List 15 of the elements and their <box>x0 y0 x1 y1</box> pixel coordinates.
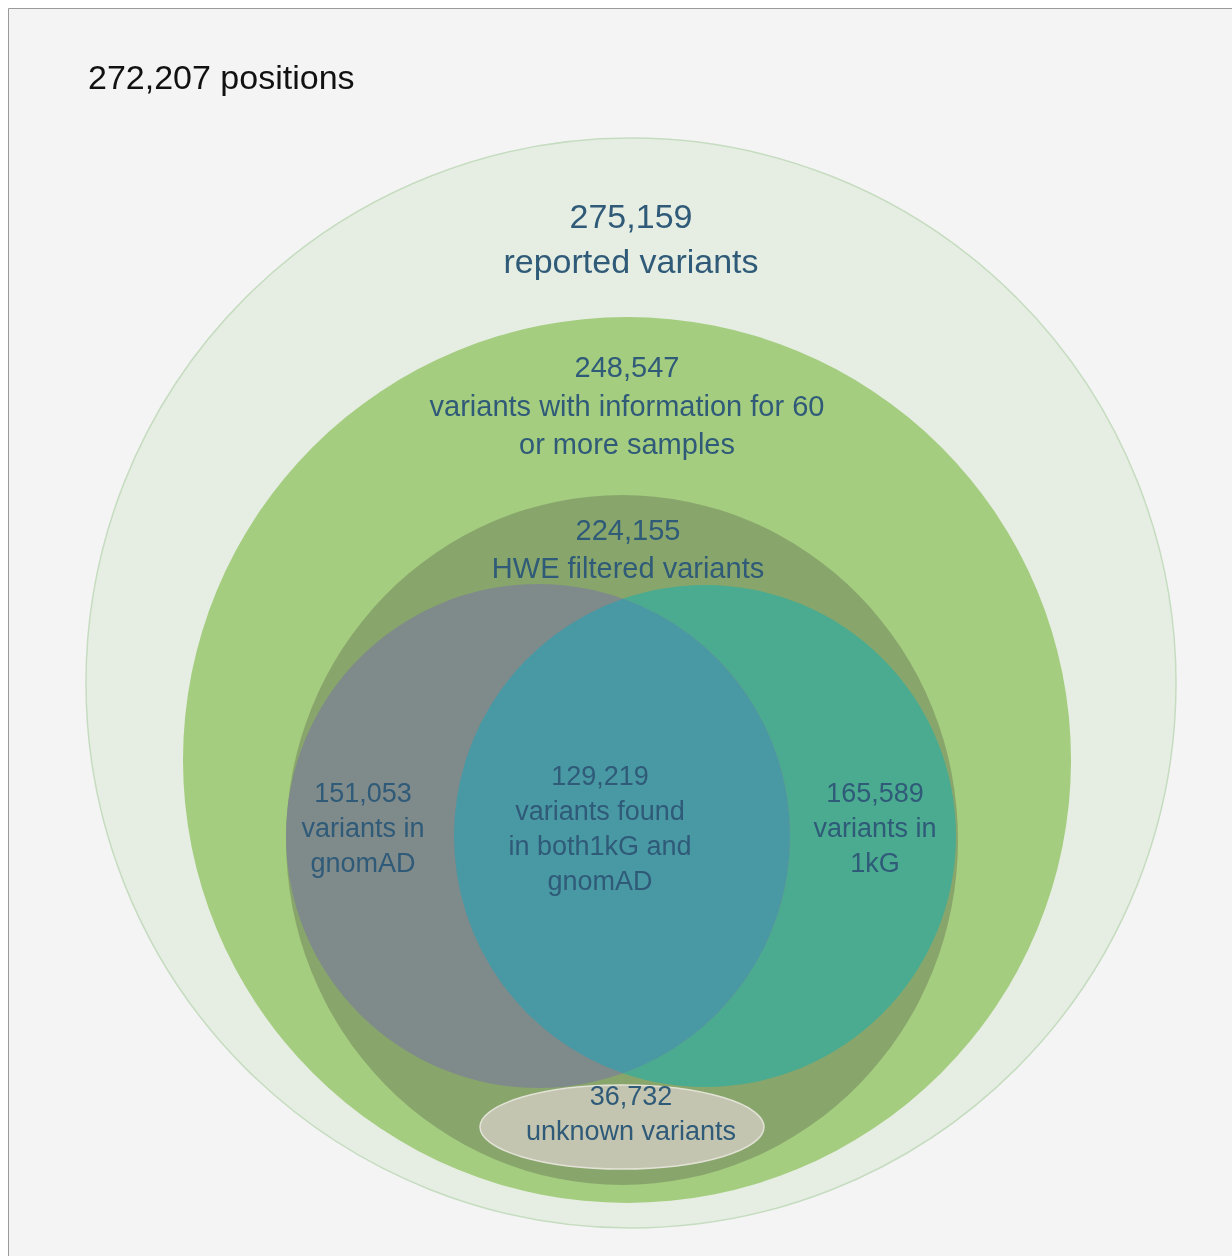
category-label: variants found in both1kG and gnomAD <box>508 796 692 897</box>
data-label: 36,732 <box>589 1081 673 1112</box>
category-label: variants in 1kG <box>813 813 937 879</box>
category-label: unknown variants <box>525 1116 737 1147</box>
category-label: reported variants <box>503 242 759 281</box>
data-label: 248,547 <box>574 351 680 383</box>
data-label: 151,053 <box>314 778 412 809</box>
data-label: 224,155 <box>575 514 681 546</box>
data-label: 165,589 <box>826 778 924 809</box>
data-label: 275,159 <box>569 197 693 236</box>
category-label: variants with information for 60 or more samples <box>429 389 825 460</box>
category-label: variants in gnomAD <box>301 813 425 879</box>
category-label: HWE filtered variants <box>491 552 765 584</box>
text: 272,207 positions <box>88 58 355 97</box>
data-label: 129,219 <box>551 761 649 792</box>
